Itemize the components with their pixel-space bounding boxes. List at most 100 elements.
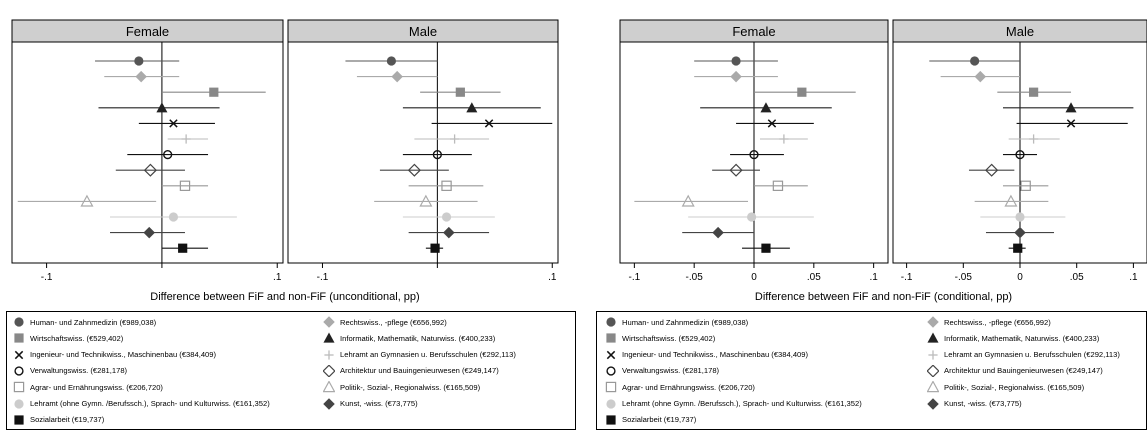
legend-item: Human- und Zahnmedizin (€989,038) [605,315,748,329]
legend-item: Sozialarbeit (€19,737) [13,413,104,427]
legend-item: Rechtswiss., -pflege (€656,992) [323,315,447,329]
legend-item: Human- und Zahnmedizin (€989,038) [13,315,156,329]
legend-item: Rechtswiss., -pflege (€656,992) [927,315,1051,329]
legend-item: Lehramt an Gymnasien u. Berufsschulen (€… [323,348,516,362]
point-estimate [466,102,478,113]
legend-label: Rechtswiss., -pflege (€656,992) [944,317,1051,327]
legend-label: Verwaltungswiss. (€281,178) [30,366,128,376]
legend-item: Kunst, -wiss. (€73,775) [927,397,1022,411]
x-tick-label: -.05 [686,272,704,283]
legend-marker-icon [14,415,24,425]
legend-label: Sozialarbeit (€19,737) [30,415,105,425]
figure-2: Female -.1 -.05 0 .05 .1 Male -.1 -.05 0 .05 .1 Diff… [619,19,1147,303]
panel-male: Male -.1 -.05 0 .05 .1 [892,19,1147,283]
legend-marker-icon [605,381,617,393]
legend-item: Lehramt (ohne Gymn. /Berufssch.), Sprach… [605,397,862,411]
point-estimate [1066,119,1076,128]
point-estimate [1015,212,1025,222]
x-tick-label: -.1 [901,272,913,283]
legend-marker-icon [13,381,25,393]
legend-label: Architektur und Bauingenieurwesen (€249,… [340,366,499,376]
legend-label: Lehramt (ohne Gymn. /Berufssch.), Sprach… [622,399,862,408]
point-estimate [749,149,759,160]
point-estimate [731,56,741,66]
panel-male: Male -.1 .1 [287,19,559,283]
point-estimate [441,180,452,191]
legend-label: Agrar- und Ernährungswiss. (€206,720) [30,382,163,392]
legend-item: Politik-, Sozial-, Regionalwiss. (€165,5… [927,380,1084,394]
legend-item: Wirtschaftswiss. (€529,402) [605,331,715,345]
legend-label: Architektur und Bauingenieurwesen (€249,… [944,366,1103,376]
point-estimate [441,212,452,222]
x-tick-label: -.05 [955,272,973,283]
legend-label: Verwaltungswiss. (€281,178) [622,366,720,376]
legend-item: Agrar- und Ernährungswiss. (€206,720) [13,380,163,394]
legend-label: Agrar- und Ernährungswiss. (€206,720) [622,382,755,392]
point-estimate [449,134,460,144]
legend-item: Informatik, Mathematik, Naturwiss. (€400… [927,331,1099,345]
x-tick-label: -.1 [629,272,641,283]
x-axis-label: Difference between FiF and non-FiF (unco… [150,291,419,303]
legend-marker-icon [606,333,616,343]
legend-label: Human- und Zahnmedizin (€989,038) [622,317,749,327]
point-estimate [779,134,789,144]
legend-item: Politik-, Sozial-, Regionalwiss. (€165,5… [323,380,480,394]
legend-marker-icon [606,317,616,327]
point-estimate [484,119,494,128]
legend-item: Wirtschaftswiss. (€529,402) [13,331,123,345]
point-estimate [179,180,191,191]
point-estimate [1020,180,1031,191]
legend-item: Agrar- und Ernährungswiss. (€206,720) [605,380,755,394]
panel-title: Male [1006,24,1034,39]
legend-label: Lehramt an Gymnasien u. Berufsschulen (€… [944,350,1120,360]
legend-item: Ingenieur- und Technikwiss., Maschinenba… [13,348,216,362]
point-estimate [760,102,772,113]
point-estimate [391,70,403,83]
point-estimate [772,180,784,191]
point-estimate [209,87,219,97]
point-estimate [143,163,157,177]
legend-item: Architektur und Bauingenieurwesen (€249,… [927,364,1103,378]
figure-1: Female -.1 .1 Male -.1 .1 Difference between F… [11,19,559,303]
legend-label: Kunst, -wiss. (€73,775) [340,399,418,408]
legend-label: Ingenieur- und Technikwiss., Maschinenba… [30,350,217,360]
point-estimate [1015,149,1025,160]
point-estimate [729,163,743,177]
point-estimate [430,243,440,253]
point-estimate [970,56,980,66]
x-axis-label: Difference between FiF and non-FiF (cond… [755,291,1012,303]
point-estimate [797,87,807,97]
point-estimate [761,243,771,253]
panel-female: Female -.1 -.05 0 .05 .1 [619,19,889,283]
legend-marker-icon [323,397,335,410]
legend: Human- und Zahnmedizin (€989,038) Rechtsw… [596,311,1147,430]
legend-marker-icon [323,381,335,393]
legend-label: Kunst, -wiss. (€73,775) [944,399,1022,408]
x-tick-label: -.1 [41,272,53,283]
point-estimate [1014,226,1026,239]
panel-title: Female [732,24,775,39]
legend-marker-icon [606,415,616,425]
panel-title: Female [126,24,169,39]
x-tick-label: .1 [548,272,557,283]
x-tick-label: 0 [1017,272,1023,283]
legend-marker-icon [323,332,335,343]
x-tick-label: .05 [807,272,821,283]
legend: Human- und Zahnmedizin (€989,038) Rechtsw… [6,311,576,430]
x-tick-label: .1 [273,272,282,283]
point-estimate [419,194,433,207]
point-estimate [163,149,173,160]
point-estimate [156,102,168,113]
legend-item: Kunst, -wiss. (€73,775) [323,397,418,411]
legend-label: Lehramt (ohne Gymn. /Berufssch.), Sprach… [30,399,270,408]
legend-label: Politik-, Sozial-, Regionalwiss. (€165,5… [340,382,481,392]
panel-title: Male [409,24,437,39]
legend-marker-icon [14,398,24,409]
legend-marker-icon [323,316,335,328]
legend-label: Lehramt an Gymnasien u. Berufsschulen (€… [340,350,516,360]
legend-marker-icon [606,350,616,359]
legend-item: Sozialarbeit (€19,737) [605,413,696,427]
point-estimate [455,87,465,97]
point-estimate [134,56,144,66]
